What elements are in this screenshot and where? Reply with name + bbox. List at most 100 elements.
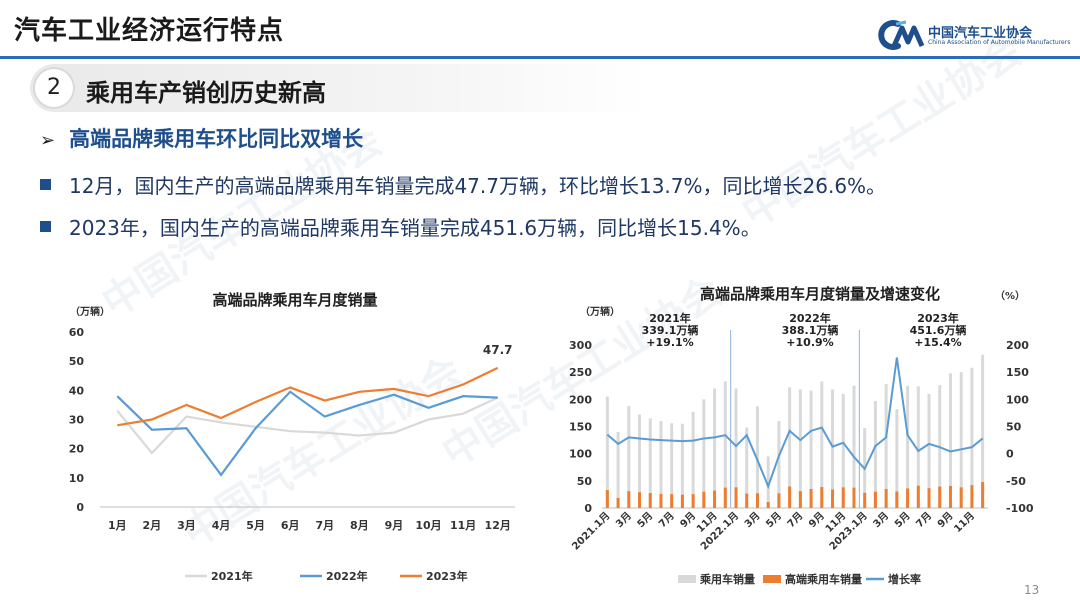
chart2-y2-tick-label: 150 (1006, 366, 1029, 379)
chart2-premium-bar (670, 494, 674, 508)
chart2-y-tick-label: 200 (569, 393, 592, 406)
chart2-annotation-volume: 451.6万辆 (910, 323, 967, 337)
arrow-right-icon: ➢ (40, 130, 56, 151)
chart2-annotation-growth: +19.1% (646, 336, 693, 349)
chart2-x-tick-label: 7月 (914, 510, 934, 530)
chart2-premium-bar (916, 485, 920, 508)
chart2-legend-label: 高端乘用车销量 (785, 572, 862, 586)
chart2-premium-bar (745, 493, 749, 508)
square-bullet-icon (40, 221, 51, 232)
chart2-premium-bar (713, 490, 717, 508)
chart1-x-tick-label: 10月 (415, 519, 441, 532)
bullet-item-1: 12月，国内生产的高端品牌乘用车销量完成47.7万辆，环比增长13.7%，同比增… (40, 170, 886, 199)
chart2-legend-label: 乘用车销量 (699, 572, 755, 586)
chart2-total-bar (873, 400, 877, 508)
chart2-premium-bar (605, 490, 609, 508)
chart2-total-bar (734, 388, 738, 508)
chart2-annotation-growth: +15.4% (914, 336, 961, 349)
chart2-growth-line (606, 357, 984, 490)
chart1-x-tick-label: 11月 (450, 519, 476, 532)
chart2-premium-bar (841, 487, 845, 508)
chart2-x-tick-label: 3月 (613, 510, 633, 530)
chart1-legend-label: 2021年 (211, 569, 253, 583)
chart2-y-tick-label: 50 (577, 475, 593, 488)
chart2-x-tick-label: 3月 (871, 510, 891, 530)
chart2-premium-bar (702, 491, 706, 508)
chart2-annotation-volume: 339.1万辆 (642, 323, 699, 337)
chart2-total-bar (970, 367, 974, 508)
chart2-total-bar (916, 386, 920, 508)
chart2-premium-bar (659, 493, 663, 508)
chart2-y-tick-label: 0 (584, 502, 592, 515)
chart2-total-bar (852, 385, 856, 508)
chart2-premium-bar (766, 502, 770, 508)
chart2-total-bar (820, 381, 824, 508)
chart2-total-bar (680, 423, 684, 508)
chart1-y-tick-label: 20 (69, 443, 85, 456)
chart2-premium-bar (648, 493, 652, 508)
page-number: 13 (1024, 583, 1040, 597)
chart2-y2-tick-label: -50 (1006, 475, 1026, 488)
chart2-premium-bar (970, 485, 974, 508)
chart2-premium-bar (820, 487, 824, 508)
chart2-y2-tick-label: -100 (1006, 502, 1034, 515)
chart2-premium-bar (831, 489, 835, 508)
chart1-x-tick-label: 4月 (212, 519, 231, 532)
chart2-y2-tick-label: 0 (1006, 448, 1014, 461)
section-header: 2 乘用车产销创历史新高 (30, 64, 650, 112)
chart2-total-bar (670, 423, 674, 508)
chart2-total-bar (895, 409, 899, 508)
chart2-total-bar (713, 388, 717, 508)
chart2-premium-bar (938, 486, 942, 508)
chart2-premium-bar (723, 487, 727, 508)
square-bullet-icon (40, 179, 51, 190)
chart2-total-bar (884, 384, 888, 508)
monthly-sales-growth-combo-chart: 高端品牌乘用车月度销量及增速变化 （万辆） （%） 0 50 100 150 200 25… (569, 285, 1034, 586)
chart1-legend-label: 2023年 (426, 569, 468, 583)
chart2-y2label: （%） (995, 289, 1025, 302)
chart2-total-bar (627, 405, 631, 508)
chart2-total-bar (841, 393, 845, 508)
section-background (30, 64, 650, 112)
chart2-premium-bar (755, 493, 759, 508)
chart1-data-label: 47.7 (483, 343, 513, 357)
chart2-total-bar (981, 354, 985, 508)
chart1-y-tick-label: 60 (69, 326, 85, 339)
chart2-total-bar (809, 390, 813, 508)
chart2-x-tick-label: 5月 (764, 510, 784, 530)
chart1-x-tick-label: 12月 (485, 519, 511, 532)
chart2-legend-label: 增长率 (888, 572, 921, 586)
chart1-y-tick-label: 30 (69, 414, 85, 427)
chart2-y2-tick-label: 100 (1006, 393, 1029, 406)
chart2-x-tick-label: 11月 (952, 510, 977, 535)
chart2-total-bar (798, 389, 802, 508)
chart2-x-tick-label: 5月 (635, 510, 655, 530)
logo: 中国汽车工业协会 China Association of Automobile… (876, 20, 1070, 52)
chart2-y-tick-label: 150 (569, 421, 592, 434)
section-title: 乘用车产销创历史新高 (86, 79, 326, 107)
chart2-total-bar (766, 456, 770, 508)
chart2-total-bar (605, 396, 609, 508)
chart2-premium-bar (863, 492, 867, 508)
header-divider (0, 56, 1080, 59)
chart2-total-bar (659, 421, 663, 508)
chart2-y-tick-label: 250 (569, 366, 592, 379)
chart2-x-tick-label: 7月 (785, 510, 805, 530)
chart2-total-bar (616, 431, 620, 508)
chart1-x-tick-label: 3月 (177, 519, 196, 532)
chart1-x-tick-label: 7月 (315, 519, 334, 532)
chart2-premium-bar (906, 488, 910, 508)
chart2-total-bar (723, 381, 727, 508)
chart2-total-bar (927, 393, 931, 508)
chart1-x-tick-label: 6月 (281, 519, 300, 532)
subheading: ➢ 高端品牌乘用车环比同比双增长 (40, 123, 363, 153)
chart2-premium-bar (798, 491, 802, 508)
chart2-y2-tick-label: 200 (1006, 339, 1029, 352)
chart1-x-tick-label: 8月 (350, 519, 369, 532)
chart1-x-tick-label: 5月 (246, 519, 265, 532)
chart2-premium-bar (734, 487, 738, 508)
chart2-total-bar (959, 372, 963, 508)
subheading-text: 高端品牌乘用车环比同比双增长 (69, 127, 364, 151)
chart2-total-bar (745, 427, 749, 508)
chart2-y2-tick-label: 50 (1006, 421, 1022, 434)
